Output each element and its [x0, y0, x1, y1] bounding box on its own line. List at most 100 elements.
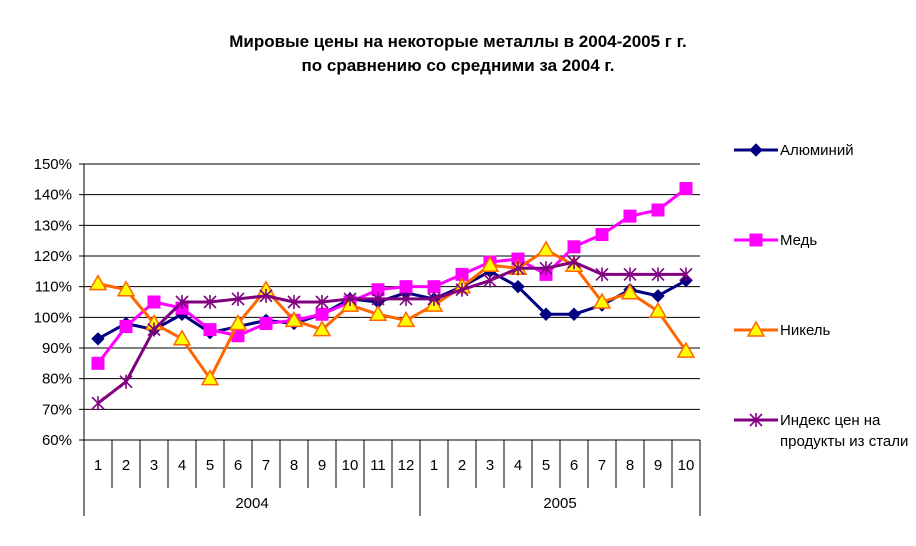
series-line: [97, 248, 688, 381]
y-tick-label: 140%: [34, 187, 72, 204]
data-point: [147, 322, 161, 337]
data-point: [228, 313, 248, 331]
data-point: [651, 289, 665, 303]
data-point: [119, 374, 133, 389]
chart-title-line-1: Мировые цены на некоторые металлы в 2004…: [229, 32, 687, 51]
data-point: [651, 203, 665, 217]
x-tick-label: 6: [234, 457, 242, 474]
data-point: [116, 280, 136, 297]
series-line: [97, 260, 686, 405]
data-point: [567, 307, 581, 321]
data-point: [567, 255, 581, 270]
x-tick-label: 4: [178, 457, 186, 474]
x-group-label: 2004: [235, 495, 268, 512]
data-point: [368, 304, 388, 322]
data-point: [119, 320, 133, 334]
data-point: [676, 341, 696, 358]
x-tick-label: 5: [206, 457, 214, 474]
data-point: [511, 261, 525, 276]
data-point: [511, 279, 525, 294]
x-group-label: 2005: [543, 495, 576, 512]
series-line: [97, 269, 687, 341]
x-tick-label: 10: [678, 457, 695, 474]
data-point: [679, 267, 693, 282]
x-tick-label: 8: [626, 457, 634, 474]
legend-swatch: [734, 320, 778, 337]
data-point: [287, 295, 301, 309]
x-tick-label: 2: [122, 457, 130, 474]
data-point: [91, 396, 105, 411]
data-point: [399, 280, 413, 294]
data-point: [483, 273, 497, 288]
data-point: [623, 209, 637, 223]
y-tick-label: 110%: [35, 279, 72, 296]
data-point: [567, 240, 581, 254]
legend-marker: [746, 320, 766, 337]
data-point: [203, 295, 217, 309]
data-point: [259, 316, 273, 330]
y-tick-label: 80%: [42, 371, 72, 388]
data-point: [371, 291, 385, 306]
y-tick-label: 130%: [34, 217, 72, 234]
y-tick-label: 90%: [42, 340, 72, 357]
data-point: [455, 282, 469, 297]
data-point: [595, 267, 609, 282]
x-tick-label: 5: [542, 457, 550, 474]
legend-label: Никель: [780, 322, 831, 339]
data-point: [175, 295, 189, 309]
x-tick-label: 2: [458, 457, 466, 474]
data-point: [648, 301, 668, 318]
data-point: [620, 283, 640, 300]
data-point: [427, 280, 441, 294]
data-point: [91, 332, 105, 346]
data-point: [315, 295, 329, 309]
legend-marker: [749, 233, 763, 247]
data-point: [595, 228, 609, 242]
series-3: [88, 240, 696, 386]
x-tick-label: 9: [654, 457, 662, 474]
data-point: [259, 288, 273, 303]
series-4: [91, 255, 693, 411]
data-point: [231, 291, 245, 306]
data-point: [592, 292, 612, 309]
data-point: [312, 320, 332, 337]
y-tick-label: 60%: [42, 432, 72, 449]
series-line: [96, 187, 687, 365]
data-point: [88, 274, 108, 291]
data-point: [147, 295, 161, 309]
data-point: [203, 323, 217, 337]
x-tick-label: 3: [150, 457, 158, 474]
y-tick-label: 100%: [34, 309, 72, 326]
data-point: [91, 356, 105, 370]
x-tick-label: 4: [514, 457, 522, 474]
y-tick-label: 70%: [42, 401, 72, 418]
x-tick-label: 6: [570, 457, 578, 474]
x-tick-label: 11: [370, 457, 386, 474]
legend-swatch: [734, 413, 778, 427]
data-point: [536, 240, 556, 257]
x-tick-label: 1: [430, 457, 438, 474]
legend-swatch: [734, 233, 778, 247]
data-point: [427, 291, 441, 306]
x-tick-label: 9: [318, 457, 326, 474]
legend-swatch: [734, 143, 778, 157]
data-point: [172, 329, 192, 346]
data-point: [480, 255, 500, 272]
x-tick-label: 7: [598, 457, 606, 474]
y-tick-label: 150%: [34, 156, 72, 173]
data-point: [539, 307, 553, 321]
x-tick-label: 12: [398, 457, 415, 474]
data-point: [679, 182, 693, 196]
data-point: [315, 307, 329, 321]
x-tick-label: 8: [290, 457, 298, 474]
data-point: [284, 310, 304, 328]
x-tick-label: 1: [94, 457, 102, 474]
legend-marker: [749, 413, 763, 427]
x-tick-label: 3: [486, 457, 494, 474]
data-point: [399, 291, 413, 306]
y-tick-label: 120%: [34, 248, 72, 265]
data-point: [539, 261, 553, 276]
legend-label: Медь: [780, 232, 818, 249]
data-point: [343, 291, 357, 306]
chart-title-line-2: по сравнению со средними за 2004 г.: [301, 56, 615, 75]
